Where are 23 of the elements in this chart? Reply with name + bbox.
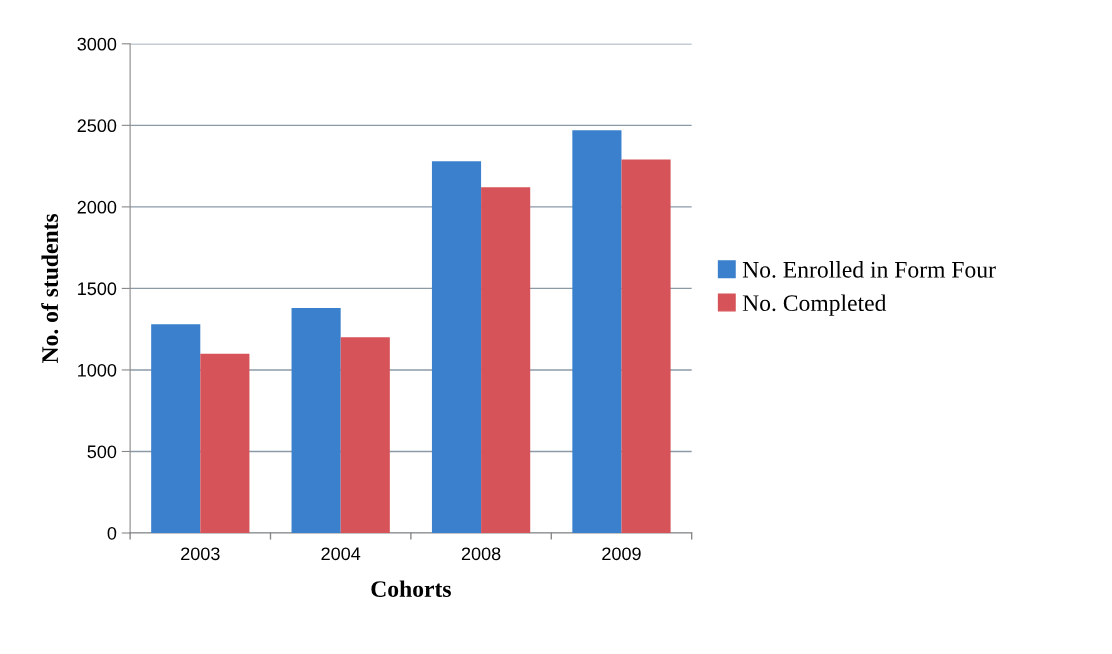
y-tick-label: 3000 [77, 37, 117, 51]
x-tick-label: 2003 [181, 547, 220, 561]
x-axis-title: Cohorts [371, 580, 451, 598]
y-tick-label: 0 [107, 526, 117, 540]
bar [431, 161, 482, 534]
y-tick-label: 1500 [78, 282, 117, 296]
bar [481, 187, 531, 534]
y-axis-title: No. of students [41, 213, 59, 364]
bar [200, 353, 250, 534]
x-tick-label: 2004 [321, 547, 361, 561]
x-tick-label: 2008 [461, 547, 501, 561]
bar [340, 337, 390, 534]
bar [151, 324, 201, 534]
y-tick-label: 2000 [77, 200, 117, 214]
x-tick-label: 2009 [602, 547, 641, 561]
bar [572, 130, 622, 534]
legend-label: No. Enrolled in Form Four [742, 261, 996, 278]
legend-label: No. Completed [742, 294, 887, 316]
y-tick-label: 1000 [78, 363, 117, 377]
bar [291, 307, 341, 534]
y-tick-label: 500 [87, 445, 117, 459]
y-tick-label: 2500 [77, 119, 117, 133]
bar [621, 159, 671, 534]
